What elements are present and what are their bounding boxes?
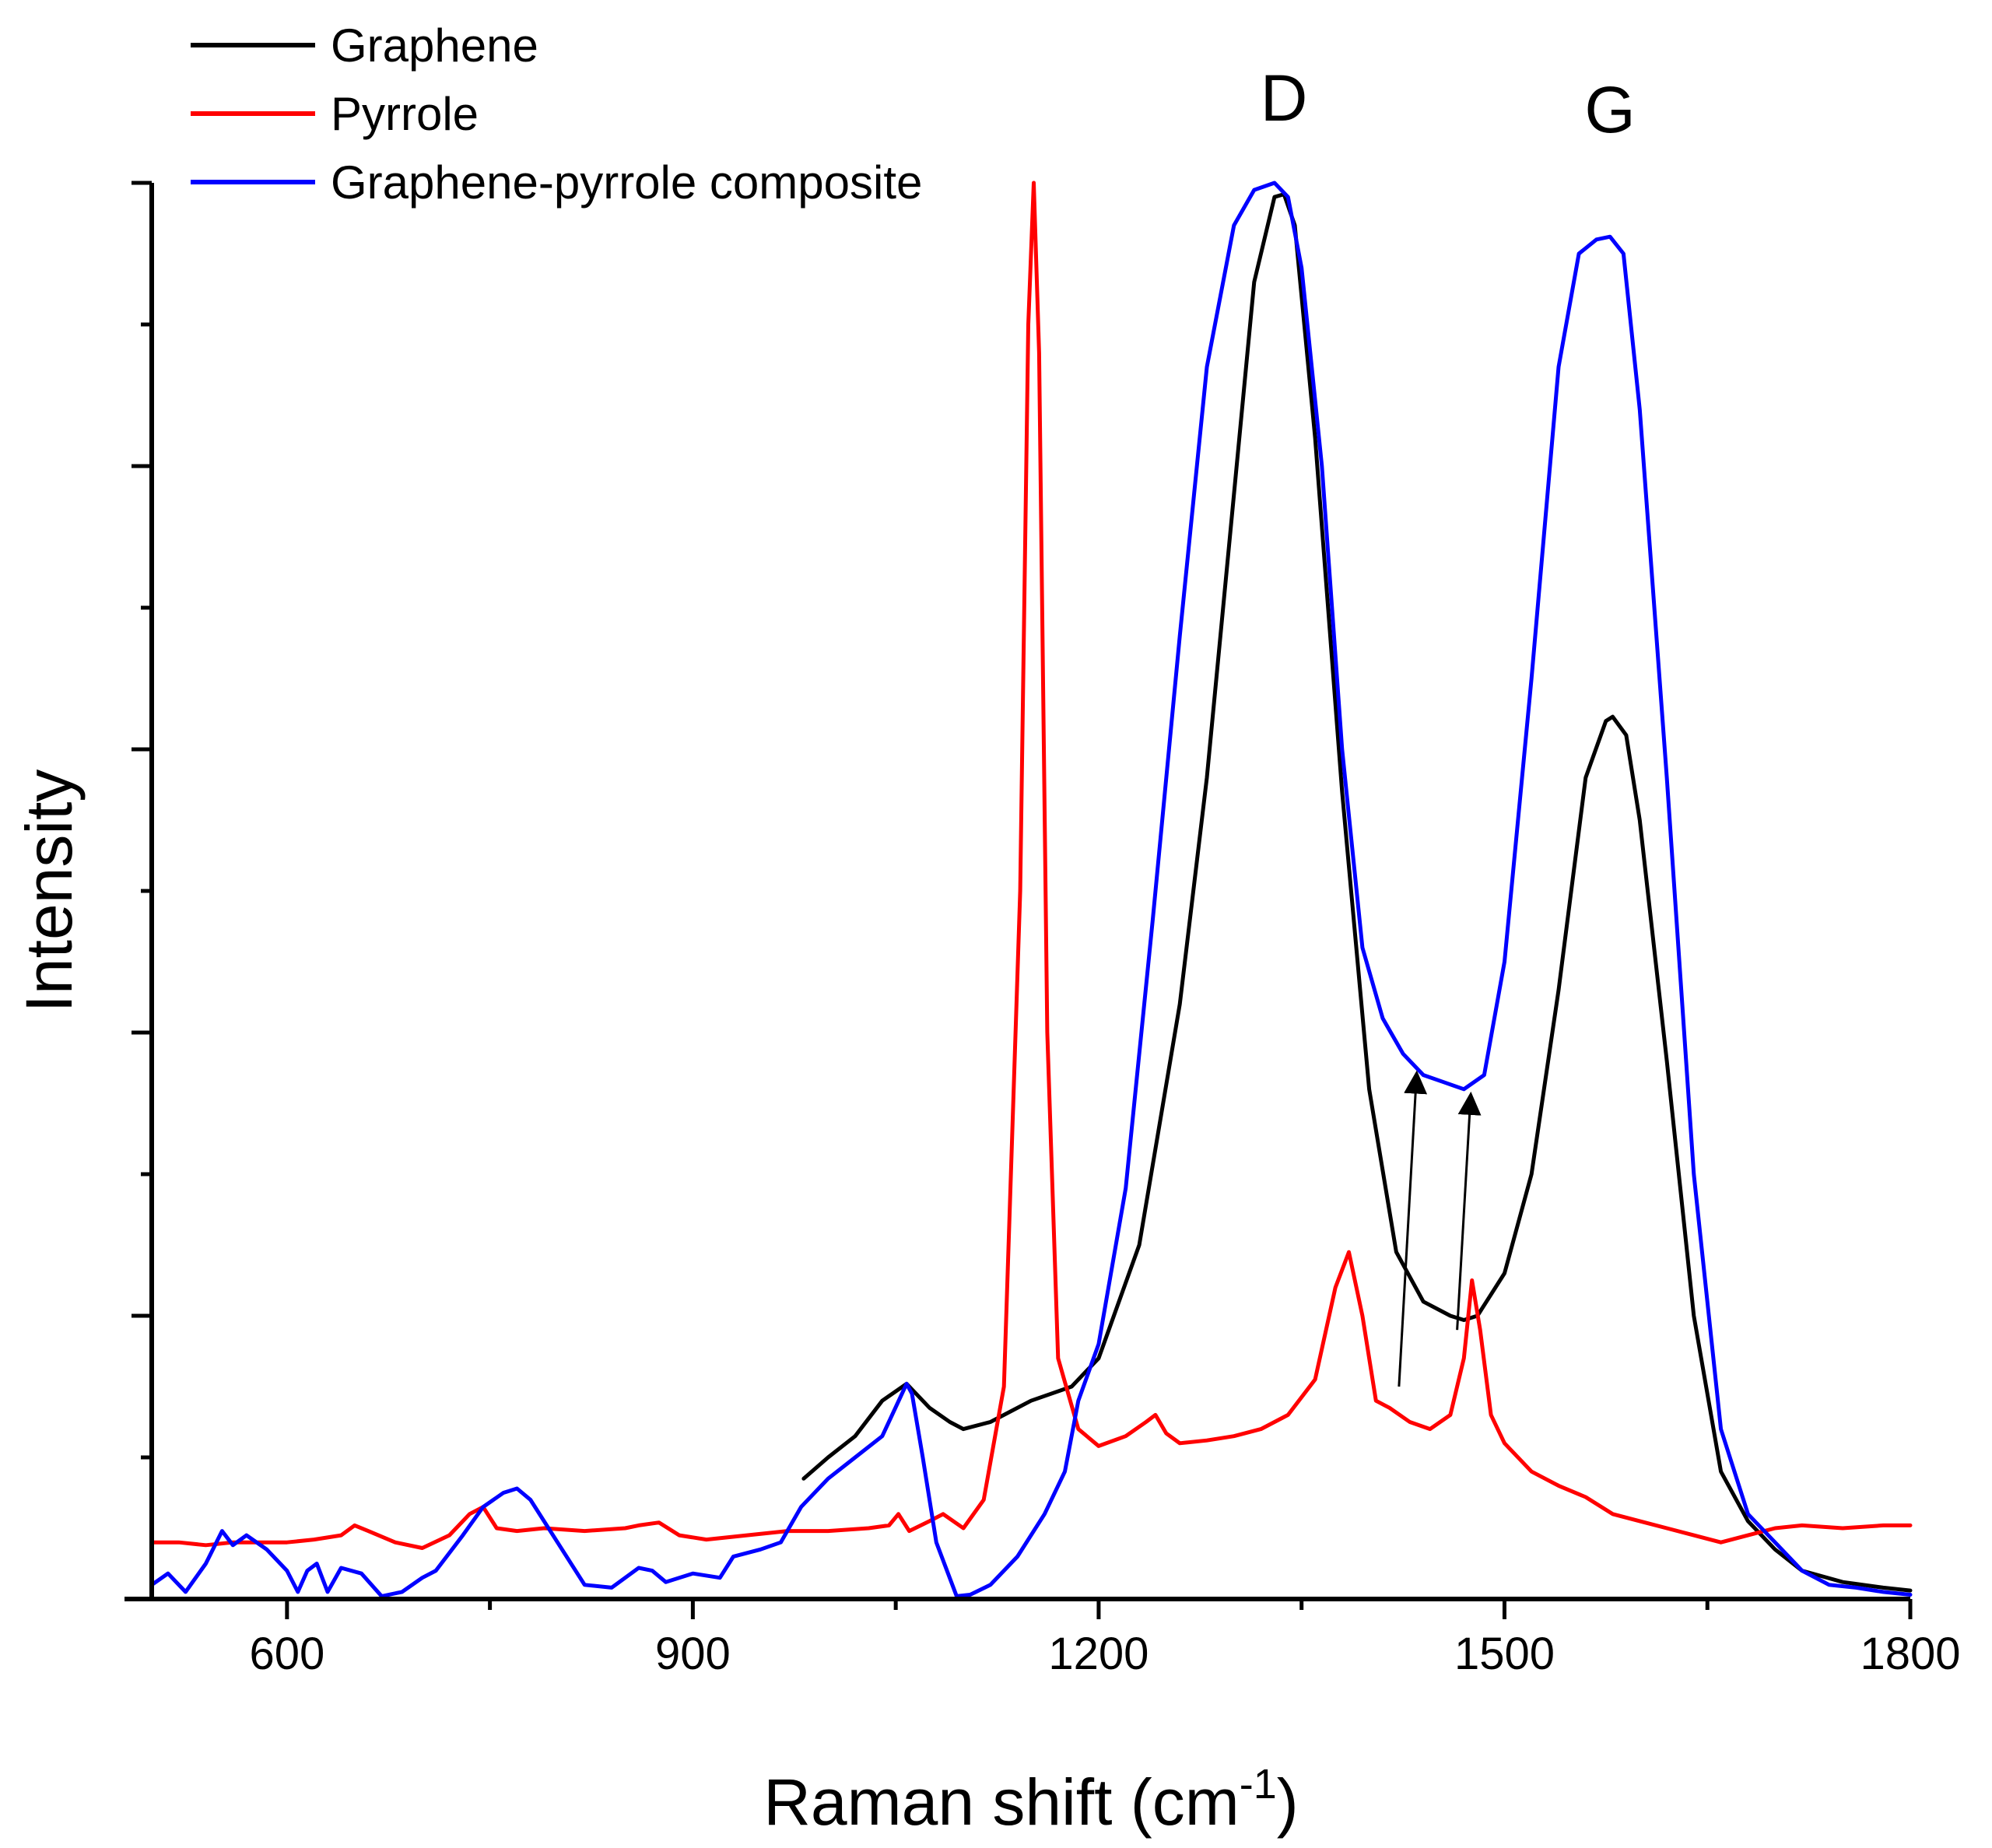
x-tick-label: 900 [655, 1629, 731, 1679]
series-layer [149, 181, 1913, 1598]
arrow-annotation [1398, 1070, 1428, 1387]
peak-label-d: D [1261, 61, 1308, 135]
legend-label: Graphene [331, 19, 538, 72]
series-line-1 [801, 192, 1913, 1593]
arrow-annotation [1456, 1091, 1482, 1331]
x-tick-label: 1500 [1454, 1629, 1555, 1679]
y-axis-title: Intensity [12, 770, 86, 1013]
x-tick-label: 1800 [1860, 1629, 1960, 1679]
series-line-2 [149, 181, 1913, 1550]
x-tick-label: 600 [249, 1629, 324, 1679]
peak-label-g: G [1584, 73, 1635, 146]
legend-label: Pyrrole [331, 88, 479, 140]
legend: Graphene Pyrrole Graphene-pyrrole composit… [191, 19, 922, 209]
x-tick-label: 1200 [1048, 1629, 1149, 1679]
arrow-layer [1398, 1070, 1482, 1387]
series-line-3 [149, 181, 1913, 1598]
ticks-layer: 600 900 1200 1500 1800 [132, 181, 1961, 1679]
legend-label: Graphene-pyrrole composite [331, 156, 922, 209]
x-axis-title: Raman shift (cm-1) [763, 1761, 1298, 1839]
